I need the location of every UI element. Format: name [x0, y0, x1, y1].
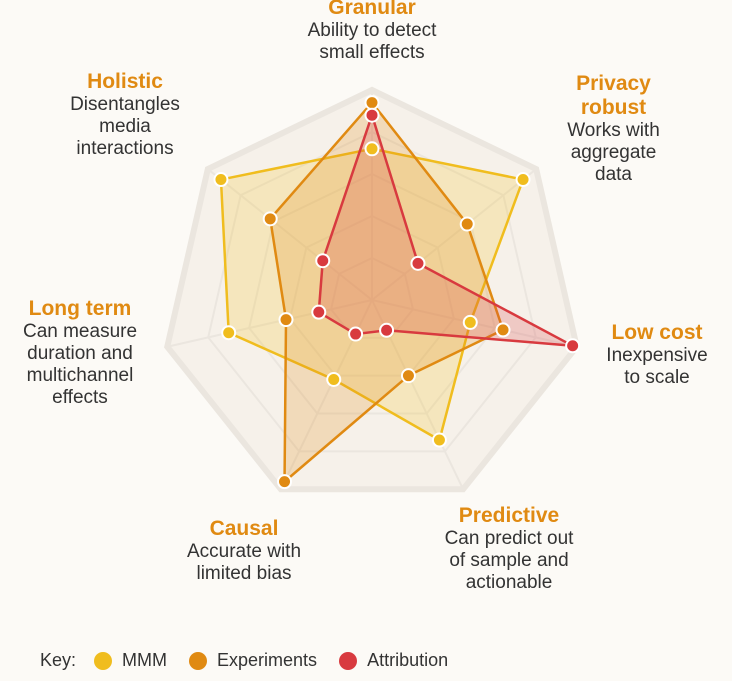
- data-point-attribution: [565, 338, 581, 354]
- data-point-experiments: [495, 322, 511, 338]
- legend-label: Experiments: [217, 650, 318, 670]
- series-area-mmm: [219, 147, 525, 442]
- data-point-mmm: [462, 314, 478, 330]
- data-point-mmm: [213, 172, 229, 188]
- axis-description: Disentangles media interactions: [70, 94, 180, 159]
- data-point-experiments: [278, 312, 294, 328]
- series-area-attribution: [317, 113, 574, 348]
- data-point-experiments: [364, 95, 380, 111]
- grid-ring: [289, 214, 455, 377]
- data-point-mmm: [364, 141, 380, 157]
- axis-label-causal: Causal Accurate with limited bias: [154, 517, 334, 585]
- data-point-attribution: [410, 255, 426, 271]
- data-point-attribution: [379, 322, 395, 338]
- data-point-attribution: [348, 326, 364, 342]
- legend-swatch-mmm: [94, 651, 113, 670]
- axis-description: Works with aggregate data: [567, 120, 660, 185]
- axis-label-predictive: Predictive Can predict out of sample and…: [414, 504, 604, 594]
- data-point-experiments: [262, 211, 278, 227]
- legend-key-label: Key:: [40, 650, 77, 670]
- data-point-mmm: [221, 325, 237, 341]
- data-point-mmm: [515, 172, 531, 188]
- axis-title: Holistic: [87, 70, 163, 93]
- legend-item-experiments: Experiments: [189, 650, 317, 671]
- axis-description: Ability to detect small effects: [307, 20, 437, 63]
- axis-title: Granular: [328, 0, 416, 19]
- data-point-mmm: [431, 432, 447, 448]
- grid-spoke: [207, 168, 373, 301]
- axis-label-low-cost: Low cost Inexpensive to scale: [582, 321, 732, 389]
- legend-item-attribution: Attribution: [339, 650, 448, 671]
- axis-title: Long term: [28, 297, 132, 320]
- axis-description: Inexpensive to scale: [606, 345, 708, 388]
- axis-title: Low cost: [611, 321, 703, 344]
- axis-title: Predictive: [458, 504, 560, 527]
- legend-item-mmm: MMM: [94, 650, 167, 671]
- axis-title: Privacy robust: [576, 72, 651, 120]
- legend-swatch-attribution: [339, 651, 358, 670]
- axis-description: Can predict out of sample and actionable: [444, 528, 574, 593]
- axis-description: Can measure duration and multichannel ef…: [22, 321, 138, 408]
- axis-label-holistic: Holistic Disentangles media interactions: [40, 70, 210, 160]
- series-area-experiments: [268, 101, 505, 483]
- legend-swatch-experiments: [189, 651, 208, 670]
- axis-title: Causal: [209, 517, 279, 540]
- grid-ring: [329, 256, 415, 339]
- axis-description: Accurate with limited bias: [186, 541, 302, 584]
- axis-label-privacy-robust: Privacy robust Works with aggregate data: [531, 72, 696, 186]
- grid-spoke: [167, 299, 373, 348]
- legend: Key: MMM Experiments Attribution: [40, 650, 470, 671]
- data-point-experiments: [277, 474, 293, 490]
- grid-ring: [248, 172, 496, 415]
- grid-spoke: [371, 168, 537, 301]
- axis-label-granular: Granular Ability to detect small effects: [262, 0, 482, 64]
- data-point-mmm: [326, 371, 342, 387]
- data-point-experiments: [400, 368, 416, 384]
- data-point-experiments: [459, 216, 475, 232]
- data-point-attribution: [315, 253, 331, 269]
- axis-label-long-term: Long term Can measure duration and multi…: [0, 297, 160, 409]
- data-point-attribution: [311, 304, 327, 320]
- legend-label: MMM: [122, 650, 168, 670]
- legend-label: Attribution: [367, 650, 449, 670]
- data-point-attribution: [364, 107, 380, 123]
